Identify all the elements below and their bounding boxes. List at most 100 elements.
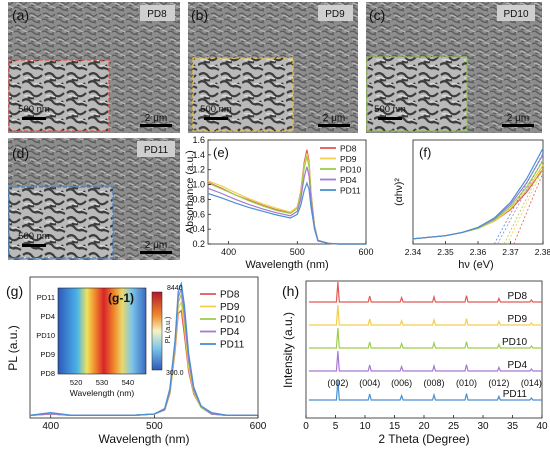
sem-panel-a: (a) PD8 500 nm 2 μm [8, 2, 180, 133]
sem-panel-d: (d) PD11 500 nm 2 μm [8, 138, 180, 260]
h-series-label-PD11: PD11 [503, 389, 528, 400]
sem-panel-b: (b) PD9 500 nm 2 μm [188, 2, 358, 133]
h-peak-label: (014) [521, 378, 542, 388]
panel-letter-e: (e) [213, 145, 229, 160]
e-plot-ytick-label: 1.2 [192, 165, 205, 175]
h-xtick-label: 5 [333, 421, 339, 432]
e-plot-series-PD11 [207, 181, 366, 245]
g-inset-row-label: PD8 [40, 369, 55, 378]
h-xlabel: 2 Theta (Degree) [378, 432, 469, 446]
g-legend-label-PD10: PD10 [220, 315, 245, 326]
h-series-label-PD4: PD4 [508, 360, 528, 371]
h-peak-label: (012) [488, 378, 509, 388]
e-legend-label-PD8: PD8 [340, 144, 357, 154]
g-inset-row-label: PD4 [40, 312, 55, 321]
panel-g: 400 500 600 (g) Wavelength (nm) PL (a.u.) … [6, 276, 267, 446]
scale-inset-d: 500 nm [18, 231, 50, 242]
f-plot-series-PD11 [412, 148, 544, 240]
inset-frame-a [8, 59, 110, 132]
h-xtick-label: 20 [418, 421, 430, 432]
g-inset-xtick-label: 540 [122, 378, 135, 387]
e-ylabel: Absorbance (a.u.) [184, 150, 196, 233]
g-inset-row-label: PD10 [36, 331, 55, 340]
f-fitline-PD9 [506, 168, 544, 245]
g-plot-xtick-label: 500 [146, 421, 163, 432]
h-xtick-label: 15 [389, 421, 401, 432]
scale-main-a: 2 μm [145, 113, 167, 124]
scale-main-d: 2 μm [145, 240, 167, 251]
f-plot-xtick-label: 2.35 [437, 247, 454, 257]
colorbar-label: PL (a.u.) [165, 317, 172, 344]
g-legend-label-PD11: PD11 [220, 340, 245, 351]
g-inset-xtick-label: 520 [70, 378, 83, 387]
g-inset-xlabel: Wavelength (nm) [70, 388, 135, 398]
e-plot-ytick-label: 1.4 [192, 150, 205, 160]
scale-inset-a: 500 nm [18, 104, 50, 115]
h-xtick-label: 35 [507, 421, 519, 432]
h-series-PD11 [308, 379, 542, 401]
panel-letter-c: (c) [369, 7, 385, 23]
panel-letter-h: (h) [282, 283, 299, 299]
colorbar-min: 300.0 [166, 370, 184, 377]
e-legend-label-PD4: PD4 [340, 175, 357, 185]
e-xlabel: Wavelength (nm) [245, 259, 328, 271]
inset-frame-d [8, 186, 114, 259]
e-plot-xtick-label: 400 [221, 247, 236, 257]
f-ylabel: (αhν)² [393, 178, 405, 206]
panel-letter-g1: (g-1) [108, 291, 134, 305]
f-plot-xtick-label: 2.38 [535, 247, 550, 257]
h-series-label-PD10: PD10 [502, 337, 527, 348]
panel-letter-f: (f) [419, 145, 431, 160]
inset-frame-c [366, 56, 468, 132]
e-plot-ytick-label: 1.6 [192, 135, 205, 145]
scale-main-c: 2 μm [507, 113, 529, 124]
g-legend-label-PD4: PD4 [220, 327, 240, 338]
panel-letter-a: (a) [12, 7, 29, 23]
sample-label-c: PD10 [503, 9, 528, 20]
g-inset-row-label: PD11 [37, 293, 55, 302]
h-peak-label: (008) [424, 378, 445, 388]
g-plot-series-PD11 [29, 281, 258, 416]
f-plot-xtick-label: 2.36 [470, 247, 487, 257]
h-peak-label: (004) [359, 378, 380, 388]
g-xlabel: Wavelength (nm) [99, 432, 190, 446]
e-plot-ytick-label: 1.0 [192, 180, 205, 190]
h-series-PD9 [308, 304, 542, 326]
h-peak-label: (002) [327, 378, 348, 388]
h-ylabel: Intensity (a.u.) [281, 312, 295, 388]
h-xtick-label: 30 [477, 421, 489, 432]
e-plot-ytick-label: 0.6 [192, 209, 205, 219]
scale-inset-b: 500 nm [200, 104, 232, 115]
h-series-PD4 [308, 350, 542, 372]
sem-panel-c: (c) PD10 500 nm 2 μm [366, 2, 542, 133]
e-plot-xtick-label: 600 [358, 247, 373, 257]
g-inset-row-label: PD9 [40, 350, 55, 359]
panel-f: 2.34 2.35 2.36 2.37 2.38 (f) hν (eV) (αhν)² [393, 139, 550, 271]
panel-e: 400 500 600 0.2 0.4 0.6 0.8 1.0 1.2 1.4 1.6 (e) Wa… [184, 135, 374, 271]
sample-label-d: PD11 [144, 145, 169, 156]
f-fitline-PD10 [503, 164, 544, 245]
g-inset-heatmap: (g-1) PD11 PD4 PD10 PD9 PD8 520 530 540 Wavele… [36, 285, 183, 398]
h-xtick-label: 25 [448, 421, 460, 432]
f-plot-xtick-label: 2.34 [405, 247, 422, 257]
h-series-PD10 [308, 327, 542, 349]
h-series-PD8 [308, 281, 542, 303]
h-xtick-label: 0 [303, 421, 309, 432]
e-plot-ytick-label: 0.4 [192, 224, 205, 234]
g-inset-xtick-label: 530 [96, 378, 109, 387]
scale-inset-c: 500 nm [374, 104, 406, 115]
sample-label-a: PD8 [147, 9, 167, 20]
h-series-label-PD8: PD8 [508, 291, 528, 302]
panel-letter-b: (b) [191, 7, 208, 23]
e-legend-label-PD11: PD11 [340, 186, 361, 196]
sample-label-b: PD9 [325, 9, 345, 20]
g-legend-label-PD9: PD9 [220, 302, 240, 313]
f-plot-xtick-label: 2.37 [502, 247, 519, 257]
e-plot-xtick-label: 500 [290, 247, 305, 257]
h-series-label-PD9: PD9 [508, 314, 528, 325]
inset-frame-b [192, 57, 294, 132]
h-peak-label: (006) [391, 378, 412, 388]
f-xlabel: hν (eV) [458, 259, 493, 271]
